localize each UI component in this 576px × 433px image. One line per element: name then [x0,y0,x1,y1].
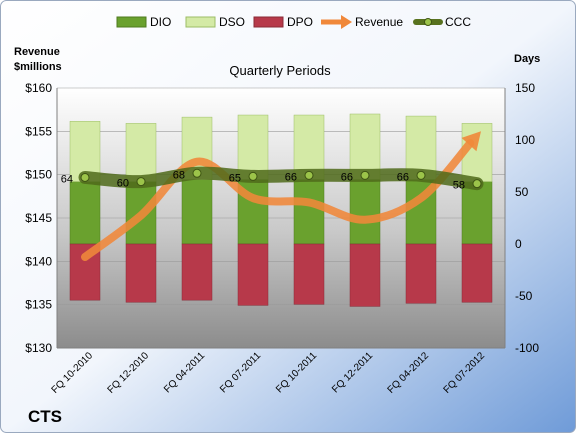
legend-swatch-dso [185,16,216,28]
y-right-tick-label: 150 [515,81,535,95]
ccc-point [192,168,202,178]
ccc-data-label: 58 [453,180,465,192]
ccc-point [304,170,314,180]
revenue-line [81,139,475,261]
ccc-data-label: 66 [285,171,297,183]
bar-dpo [405,243,437,304]
ccc-data-label: 60 [117,178,129,190]
legend-label-dpo: DPO [287,15,313,29]
bar-dso [125,123,157,182]
ccc-point [80,172,90,182]
bar-dpo [293,243,325,305]
bar-dpo [181,243,213,301]
legend-label-ccc: CCC [445,15,471,29]
revenue-arrowhead [461,131,482,152]
legend-swatch-revenue [321,15,352,29]
legend-label-revenue: Revenue [355,15,403,29]
bar-dio [181,179,213,245]
y-left-tick-label: $140 [25,254,52,268]
y-left-tick-label: $155 [25,124,52,138]
y-right-tick-label: 50 [515,185,529,199]
bar-dio [293,179,325,245]
legend-swatch-ccc [413,18,443,26]
y-right-label: Days [514,53,540,65]
bar-dio [349,179,381,245]
bar-dpo [461,243,493,303]
chart-title: Quarterly Periods [229,63,331,78]
bar-dio [461,181,493,245]
ccc-data-label: 64 [61,173,73,185]
y-left-tick-label: $150 [25,168,52,182]
ccc-point [472,179,482,189]
y-right-tick-label: -100 [515,341,539,355]
ccc-point [360,170,370,180]
legend-label-dso: DSO [219,15,245,29]
bar-dpo [349,243,381,307]
ccc-data-label: 65 [229,172,241,184]
ccc-data-label: 68 [173,169,185,181]
bar-dpo [125,243,157,303]
ccc-data-label: 66 [341,171,353,183]
ccc-point [136,177,146,187]
y-left-label-line2: $millions [14,61,62,73]
y-left-tick-label: $160 [25,81,52,95]
y-right-tick-label: -50 [515,289,533,303]
y-left-tick-label: $145 [25,211,52,225]
ccc-point [416,170,426,180]
y-left-tick-label: $130 [25,341,52,355]
bar-dso [293,114,325,180]
legend-swatch-dio [116,16,147,28]
revenue-series [81,131,482,261]
ccc-data-label: 66 [397,171,409,183]
bar-dio [69,181,101,245]
ccc-point [248,171,258,181]
company-ticker: CTS [28,407,62,426]
legend: DIO DSO DPO Revenue CCC [116,15,471,29]
ccc-line [78,166,484,191]
y-left-label-line1: Revenue [14,46,60,58]
bar-dso [237,114,269,180]
y-right-tick-label: 100 [515,133,535,147]
y-left-tick-label: $135 [25,298,52,312]
legend-label-dio: DIO [150,15,171,29]
legend-swatch-dpo [253,16,284,28]
bar-dpo [237,243,269,306]
y-right-tick-label: 0 [515,237,522,251]
bar-dso [349,113,381,180]
ccc-series: 64 60 68 65 66 66 66 58 [61,166,484,192]
